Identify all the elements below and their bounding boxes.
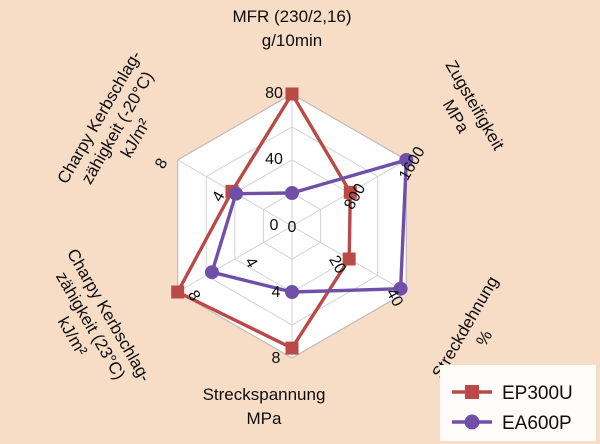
data-point-EA600P-0 xyxy=(285,186,299,200)
legend-entries: EP300U EA600P xyxy=(452,383,573,434)
data-point-EP300U-2 xyxy=(342,252,356,266)
axis-title-mfr-230-2-16-: MFR (230/2,16) g/10min xyxy=(232,7,351,50)
radar-series-layer xyxy=(171,87,414,355)
tick-label-mfr-230-2-16--40: 40 xyxy=(265,151,283,168)
legend-background xyxy=(440,365,596,441)
series-EA600P xyxy=(204,153,414,299)
tick-label-streckspannung-8: 8 xyxy=(272,350,281,367)
tick-label-origin: 0 xyxy=(288,219,297,236)
data-point-EA600P-3 xyxy=(285,285,299,299)
legend-entry-EP300U[interactable]: EP300U xyxy=(452,383,573,404)
axis-spoke-4 xyxy=(177,225,293,293)
data-point-EA600P-2 xyxy=(393,281,408,296)
data-point-EP300U-4 xyxy=(171,285,185,299)
legend-label-EP300U: EP300U xyxy=(502,383,573,404)
tick-label-streckdehnung-20: 20 xyxy=(325,253,349,277)
tick-label-streckdehnung-40: 40 xyxy=(382,286,406,310)
legend-label-EA600P: EA600P xyxy=(502,413,572,434)
axis-title-streckspannung: Streckspannung MPa xyxy=(203,385,326,428)
legend-entry-EA600P[interactable]: EA600P xyxy=(452,413,572,434)
legend-marker-square xyxy=(465,385,479,399)
tick-label-mfr-230-2-16--80: 80 xyxy=(265,85,283,102)
data-point-EA600P-5 xyxy=(228,186,243,201)
data-point-EA600P-4 xyxy=(204,265,219,280)
data-point-EP300U-3 xyxy=(285,341,299,355)
data-point-EP300U-1 xyxy=(343,185,357,199)
tick-label-mfr-230-2-16--0: 0 xyxy=(270,217,279,234)
data-point-EA600P-1 xyxy=(399,153,414,167)
chart-legend: EP300U EA600P xyxy=(440,365,596,441)
legend-marker-circle xyxy=(464,414,480,430)
data-point-EP300U-0 xyxy=(285,87,299,101)
tick-label-streckspannung-4: 4 xyxy=(272,284,281,301)
